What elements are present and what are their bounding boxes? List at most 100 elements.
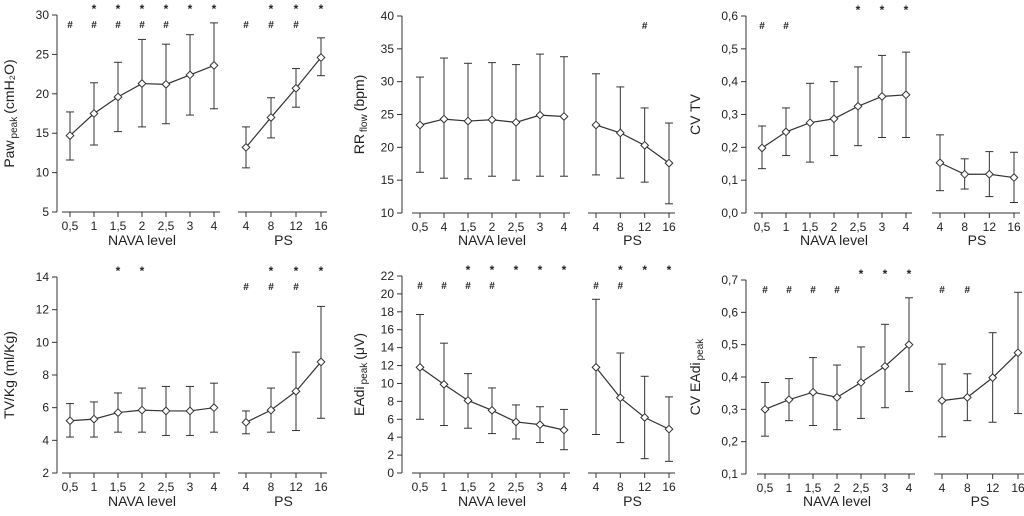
significance-hash: # [268,20,274,31]
data-point [137,79,147,89]
data-point [784,395,794,405]
y-axis-label-main: TV/Kg (ml/Kg) [1,331,17,419]
y-axis-label: Pawpeak (cmH₂O) [1,59,20,167]
x-tick-label: 2,5 [158,219,175,233]
series-group-2: 4 8 12 16 * * * # # # PS [238,264,328,509]
significance-star: * [859,267,864,281]
y-tick-label: 0,1 [721,173,738,187]
y-tick-label: 0,2 [721,435,738,449]
data-point [591,120,601,130]
data-point [904,340,914,350]
data-point [137,405,147,415]
data-point [832,392,842,402]
series-group-2: 4 8 12 16 # # PS [934,285,1024,509]
significance-hash: # [465,281,471,292]
y-axis-label: CV TV [687,93,703,135]
significance-hash: # [489,281,495,292]
y-axis-label-unit: (μV) [351,333,367,360]
y-tick-label: 30 [381,75,395,89]
significance-star: * [269,2,274,16]
y-tick-label: 6 [42,401,49,415]
chart-panel-2: 10 15 20 25 30 35 40 RRflow (bpm) 0,5 4 1,5 2 2,5 3 4 NA… [351,9,676,248]
y-tick-label: 2 [42,466,49,480]
data-point [316,53,326,63]
x-tick-label: 2,5 [850,220,867,234]
x-axis-label: NAVA level [800,232,868,248]
data-point [161,79,171,89]
data-point [1009,173,1019,183]
x-axis-label: NAVA level [108,232,176,248]
x-axis-label: PS [971,493,990,509]
y-tick-label: 0 [387,466,394,480]
y-tick-label: 0,5 [721,42,738,56]
data-point [185,406,195,416]
significance-hash: # [762,285,768,296]
y-tick-label: 10 [36,335,50,349]
x-axis-label: NAVA level [458,232,526,248]
series-group-2: 4 8 12 16 PS [932,134,1021,248]
data-point [760,404,770,414]
x-tick-label: 2 [489,480,496,494]
significance-star: * [212,2,217,16]
series-group-2: 4 8 12 16 # PS [588,21,676,248]
x-tick-label: 16 [662,480,676,494]
y-tick-label: 20 [381,140,395,154]
y-tick-label: 15 [36,126,50,140]
y-tick-label: 0,2 [721,140,738,154]
y-axis-label-subscript: peak [359,362,370,385]
y-axis-label-unit: (bpm) [351,75,367,112]
significance-star: * [294,2,299,16]
data-point [559,425,569,435]
x-tick-label: 16 [314,219,328,233]
y-tick-label: 8 [42,368,49,382]
data-point [984,169,994,179]
x-tick-label: 0,5 [412,220,429,234]
x-tick-label: 16 [1011,481,1024,495]
significance-star: * [904,3,909,17]
y-tick-label: 10 [381,376,395,390]
y-axis-label-subscript: peak [9,116,20,139]
y-tick-label: 0,4 [721,75,738,89]
series-line [939,162,1015,179]
x-tick-label: 16 [314,480,328,494]
x-tick-label: 16 [1007,220,1021,234]
data-point [880,361,890,371]
y-tick-label: 2 [387,448,394,462]
y-tick-label: 0,5 [721,338,738,352]
data-point [415,120,425,130]
y-tick-label: 12 [36,303,50,317]
series-group-1: 0,5 1 1,5 2 2,5 3 4 * * * # # # # NAVA level [757,267,915,509]
x-tick-label: 3 [882,481,889,495]
x-tick-label: 12 [638,480,652,494]
data-point [877,91,887,101]
data-point [241,142,251,152]
significance-hash: # [759,21,765,32]
data-point [209,403,219,413]
x-tick-label: 4 [593,480,600,494]
y-tick-label: 20 [36,87,50,101]
x-axis-label: NAVA level [458,493,526,509]
series-line [595,124,670,164]
data-point [664,158,674,168]
significance-hash: # [939,285,945,296]
chart-panel-6: 0,1 0,2 0,3 0,4 0,5 0,6 0,7 CV EAdipeak 0,5 1 1,5 2… [687,267,1024,509]
significance-hash: # [593,281,599,292]
x-tick-label: 3 [537,480,544,494]
x-tick-label: 4 [441,220,448,234]
x-tick-label: 4 [937,220,944,234]
data-point [65,131,75,141]
significance-star: * [92,2,97,16]
data-point [209,60,219,70]
x-tick-label: 12 [638,220,652,234]
series-group-1: 0,5 1 1,5 2 2,5 3 4 * * * # # NAVA level [754,3,912,248]
x-axis-label: NAVA level [108,493,176,509]
series-group-1: 0,5 4 1,5 2 2,5 3 4 NAVA level [412,53,570,248]
data-point [266,112,276,122]
x-tick-label: 8 [268,480,275,494]
x-tick-label: 8 [617,480,624,494]
significance-hash: # [441,281,447,292]
x-tick-label: 12 [289,219,303,233]
data-point [463,116,473,126]
significance-star: * [880,3,885,17]
series-group-1: 0,5 1 1,5 2 2,5 3 4 * * NAVA level [62,264,220,509]
